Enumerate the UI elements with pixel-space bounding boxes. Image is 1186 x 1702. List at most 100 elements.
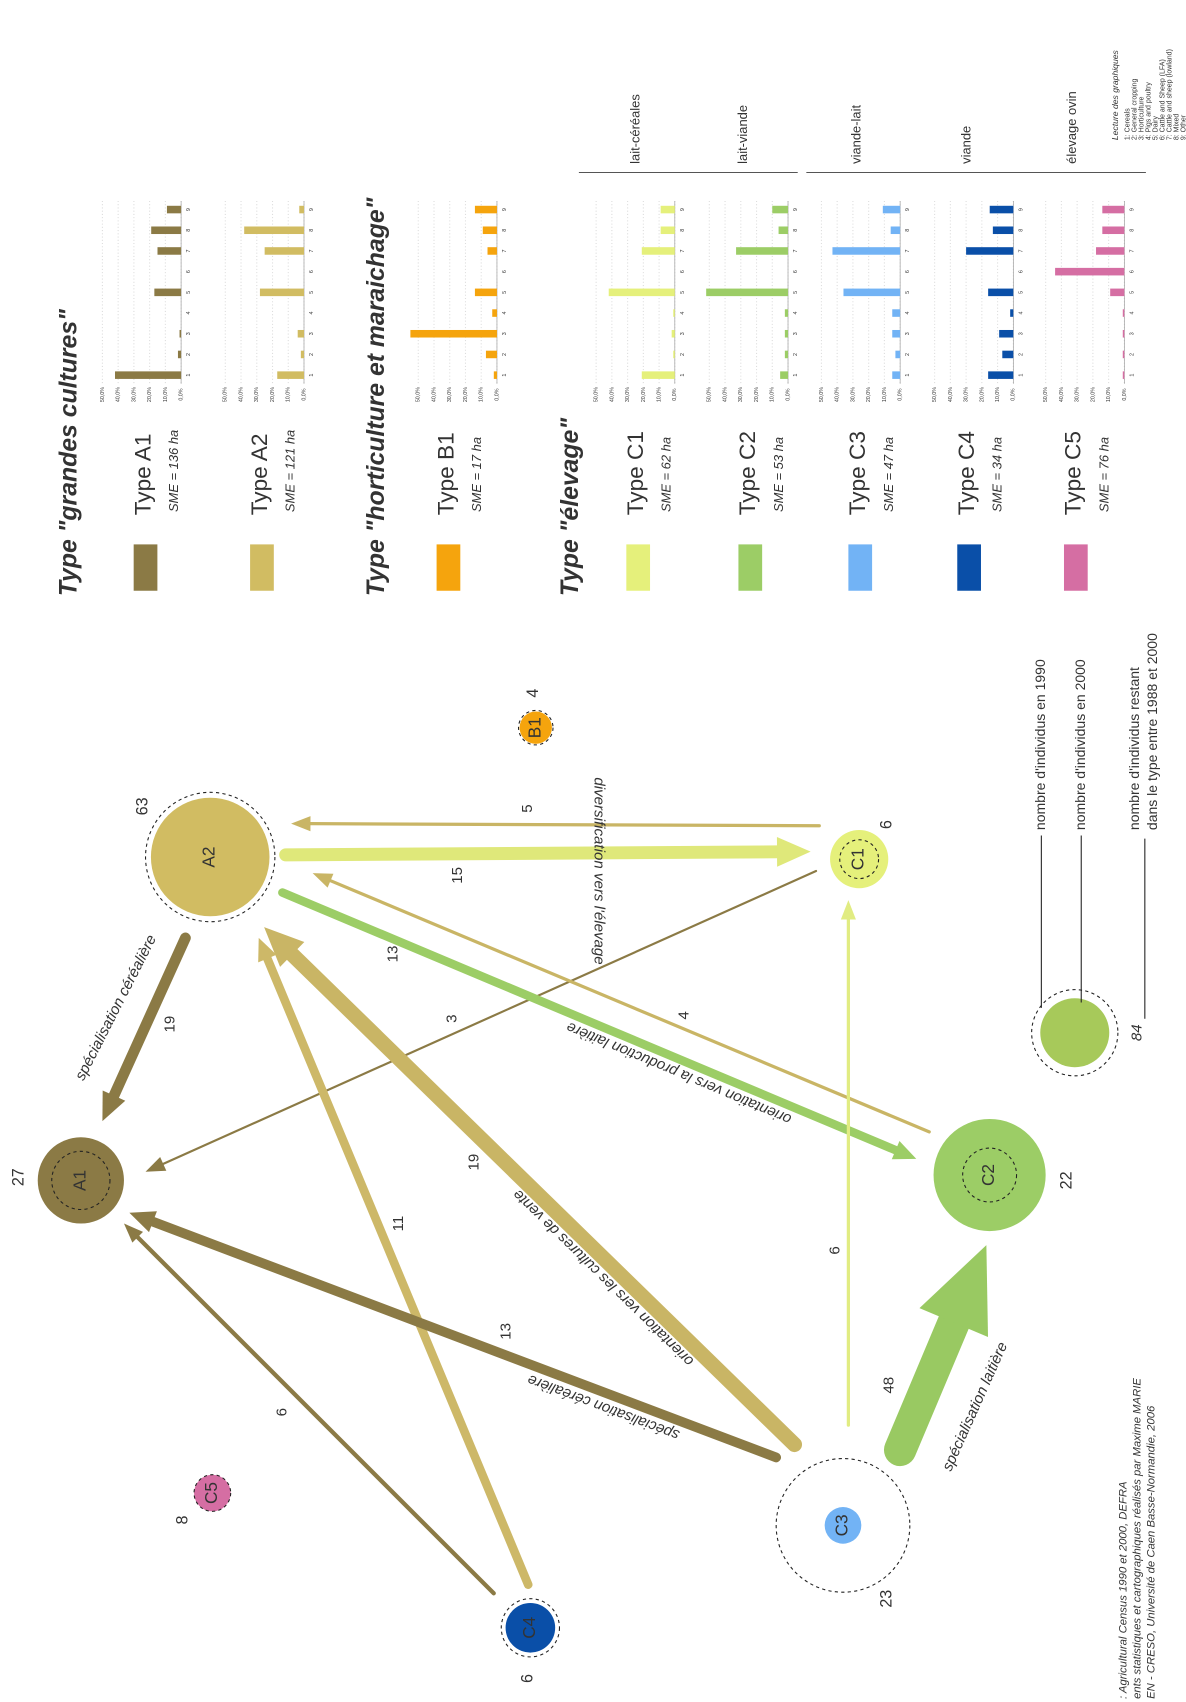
type-name: Type C1 [623, 431, 648, 515]
group-title: Type "horticulture et maraichage" [363, 197, 390, 596]
flow-head [102, 1090, 126, 1122]
flow-head [258, 937, 277, 963]
node-outline [517, 709, 554, 746]
key-item: 8: Mixed [1173, 114, 1180, 141]
flow-count: 11 [390, 1216, 407, 1232]
flow-count: 3 [444, 1015, 461, 1023]
y-tick-label: 0,0% [1122, 388, 1128, 400]
bar [115, 371, 182, 379]
x-tick-label: 9 [309, 208, 315, 211]
subtype-label: lait-viande [735, 105, 750, 164]
node-outline [962, 1147, 1018, 1203]
bar [259, 288, 304, 297]
flow-annotation: diversification vers l'élevage [590, 777, 607, 964]
bar [988, 288, 1014, 297]
x-tick-label: 9 [1129, 208, 1135, 211]
type-sme: SME = 121 ha [282, 430, 297, 512]
flow-shaft [284, 946, 803, 1453]
subtype-label: lait-céréales [627, 94, 642, 164]
y-tick-label: 20,0% [979, 387, 985, 402]
bar [264, 247, 304, 255]
y-tick-label: 0,0% [672, 388, 678, 400]
node-label: A1 [69, 1170, 89, 1191]
flow-shaft [279, 845, 784, 862]
key-item: 1: Cereals [1124, 108, 1131, 140]
y-tick-label: 50,0% [932, 387, 938, 402]
y-tick-label: 30,0% [964, 387, 970, 402]
flow-shaft [263, 954, 533, 1589]
node-count: 4 [524, 689, 542, 698]
x-tick-label: 7 [186, 249, 192, 252]
flow-count: 6 [826, 1246, 843, 1254]
legend-label: dans le type entre 1988 et 2000 [1144, 633, 1160, 830]
node-label: C4 [519, 1616, 539, 1638]
flow-head [891, 1141, 917, 1160]
flow-shaft [328, 879, 931, 1134]
x-tick-label: 7 [793, 249, 799, 252]
legend-label: nombre d'individus restant [1126, 667, 1142, 830]
y-tick-label: 20,0% [1090, 387, 1096, 402]
x-tick-label: 3 [905, 332, 911, 335]
node-label: C2 [978, 1164, 998, 1186]
x-tick-label: 4 [680, 312, 686, 315]
x-tick-label: 8 [309, 229, 315, 232]
flow-shaft [135, 1235, 496, 1596]
y-tick-label: 30,0% [625, 387, 631, 402]
flow-shaft [148, 1216, 782, 1463]
bar [244, 226, 304, 235]
y-tick-label: 20,0% [270, 387, 276, 402]
node-outline [51, 1150, 111, 1211]
bar [641, 371, 675, 379]
bar [487, 247, 497, 255]
x-tick-label: 6 [793, 270, 799, 273]
bar [1096, 247, 1125, 255]
x-tick-label: 4 [1018, 312, 1024, 315]
bar [485, 350, 497, 359]
bar [999, 329, 1014, 338]
bar [1122, 371, 1125, 379]
y-tick-label: 10,0% [657, 387, 663, 402]
bar [493, 371, 497, 379]
type-name: Type C5 [1061, 431, 1086, 515]
flow-count: 19 [161, 1016, 178, 1033]
flow-head [291, 816, 311, 832]
flow-count: 6 [273, 1408, 290, 1416]
y-tick-label: 30,0% [447, 387, 453, 402]
x-tick-label: 3 [502, 332, 508, 335]
node-label: C1 [848, 848, 868, 870]
x-tick-label: 9 [793, 208, 799, 211]
bar [706, 288, 789, 297]
x-tick-label: 3 [1129, 332, 1135, 335]
x-tick-label: 3 [186, 332, 192, 335]
y-tick-label: 40,0% [835, 387, 841, 402]
type-swatch [133, 544, 158, 591]
flow-count: 13 [384, 946, 401, 963]
x-tick-label: 2 [793, 353, 799, 356]
x-tick-label: 6 [905, 270, 911, 273]
y-tick-label: 50,0% [416, 387, 422, 402]
x-tick-label: 2 [186, 353, 192, 356]
x-tick-label: 2 [905, 353, 911, 356]
node [194, 1474, 231, 1512]
x-tick-label: 1 [793, 374, 799, 377]
type-sme: SME = 17 ha [469, 437, 484, 512]
x-tick-label: 1 [905, 374, 911, 377]
y-tick-label: 10,0% [286, 387, 292, 402]
bar [1110, 288, 1125, 297]
bar [1122, 350, 1125, 359]
x-tick-label: 8 [502, 229, 508, 232]
bar [474, 205, 497, 214]
x-tick-label: 5 [309, 291, 315, 294]
x-tick-label: 7 [502, 249, 508, 252]
node [830, 830, 889, 889]
node-count: 63 [134, 797, 152, 815]
flow-head [776, 836, 811, 867]
node [505, 1602, 556, 1653]
x-tick-label: 1 [1129, 374, 1135, 377]
node-label: C5 [201, 1482, 221, 1504]
type-sme: SME = 136 ha [166, 430, 181, 512]
y-tick-label: 50,0% [223, 387, 229, 402]
y-tick-label: 20,0% [866, 387, 872, 402]
type-sme: SME = 47 ha [881, 437, 896, 512]
type-sme: SME = 34 ha [990, 437, 1005, 512]
